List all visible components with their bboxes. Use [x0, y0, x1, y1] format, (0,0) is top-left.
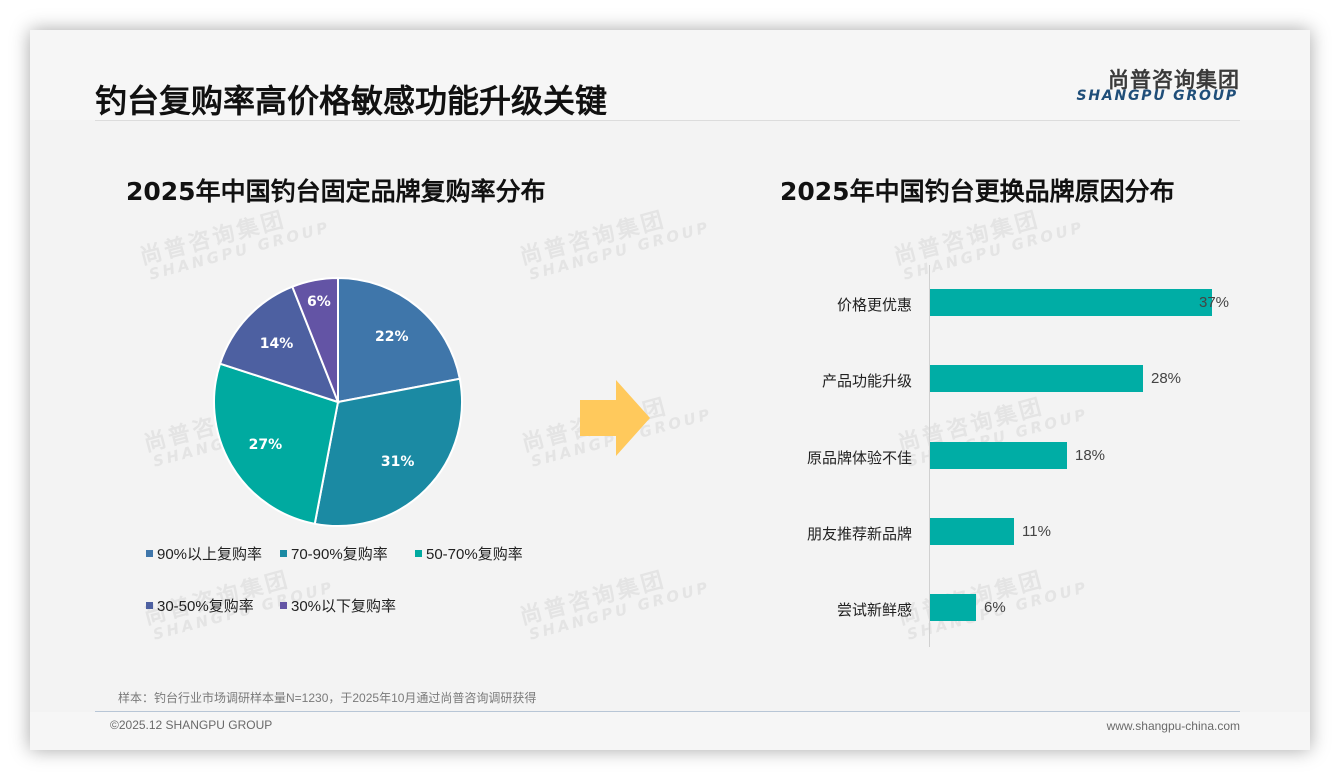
legend-swatch	[280, 550, 287, 557]
pie-slice-label: 6%	[307, 294, 331, 311]
bar-value-label: 6%	[984, 599, 1006, 616]
bar	[930, 442, 1067, 469]
bar-value-label: 37%	[1199, 294, 1230, 311]
right-arrow-icon	[580, 380, 650, 456]
bar-row: 朋友推荐新品牌 11%	[30, 518, 1310, 546]
page-title: 钓台复购率高价格敏感功能升级关键	[95, 82, 608, 120]
pie-slice	[218, 285, 340, 404]
bar-category-label: 产品功能升级	[821, 373, 912, 390]
bar-row: 原品牌体验不佳 18%	[30, 442, 1310, 470]
website-link[interactable]: www.shangpu-china.com	[1106, 719, 1240, 733]
pie-chart: 22% 31% 27% 14% 6%	[212, 276, 464, 528]
legend-item: 50-70%复购率	[415, 543, 523, 564]
header-band	[30, 30, 1310, 120]
legend-swatch	[280, 602, 287, 609]
bar-category-label: 原品牌体验不佳	[806, 450, 912, 467]
pie-slice	[337, 276, 461, 404]
legend-item: 70-90%复购率	[280, 543, 388, 564]
pie-chart-svg	[213, 276, 463, 527]
pie-slice	[313, 377, 463, 527]
footer-band	[30, 712, 1310, 750]
bar-category-label: 尝试新鲜感	[836, 602, 912, 619]
footer-divider	[95, 711, 1240, 712]
bar	[930, 365, 1143, 392]
bar	[930, 289, 1212, 316]
slide: 钓台复购率高价格敏感功能升级关键 尚普咨询集团 SHANGPU GROUP 尚普…	[30, 30, 1310, 750]
copyright: ©2025.12 SHANGPU GROUP	[110, 718, 273, 732]
pie-slice	[291, 276, 339, 403]
logo-en: SHANGPU GROUP	[1076, 88, 1238, 104]
legend-swatch	[146, 602, 153, 609]
pie-slice-label: 31%	[380, 453, 415, 470]
pie-slice	[213, 362, 340, 525]
bar-category-label: 价格更优惠	[836, 297, 912, 314]
pie-slice-label: 27%	[248, 436, 283, 453]
pie-slice-label: 22%	[374, 329, 409, 346]
legend-item: 90%以上复购率	[146, 543, 262, 564]
legend-swatch	[415, 550, 422, 557]
logo-cn: 尚普咨询集团	[1108, 68, 1240, 92]
bar	[930, 518, 1014, 545]
legend-item: 30-50%复购率	[146, 595, 254, 616]
bar-row: 价格更优惠 37%	[30, 289, 1310, 317]
source-note: 样本：钓台行业市场调研样本量N=1230，于2025年10月通过尚普咨询调研获得	[118, 691, 537, 705]
bar-category-label: 朋友推荐新品牌	[806, 526, 912, 543]
bar-chart-axis	[929, 265, 930, 647]
bar-chart-title: 2025年中国钓台更换品牌原因分布	[780, 177, 1175, 206]
legend-item: 30%以下复购率	[280, 595, 396, 616]
pie-chart-title: 2025年中国钓台固定品牌复购率分布	[126, 177, 546, 206]
legend-swatch	[146, 550, 153, 557]
bar	[930, 594, 976, 621]
title-divider	[95, 120, 1240, 121]
pie-slice-label: 14%	[259, 336, 294, 353]
bar-row: 尝试新鲜感 6%	[30, 594, 1310, 622]
bar-value-label: 18%	[1075, 447, 1106, 464]
bar-value-label: 28%	[1151, 370, 1182, 387]
bar-value-label: 11%	[1022, 523, 1051, 540]
bar-row: 产品功能升级 28%	[30, 365, 1310, 393]
